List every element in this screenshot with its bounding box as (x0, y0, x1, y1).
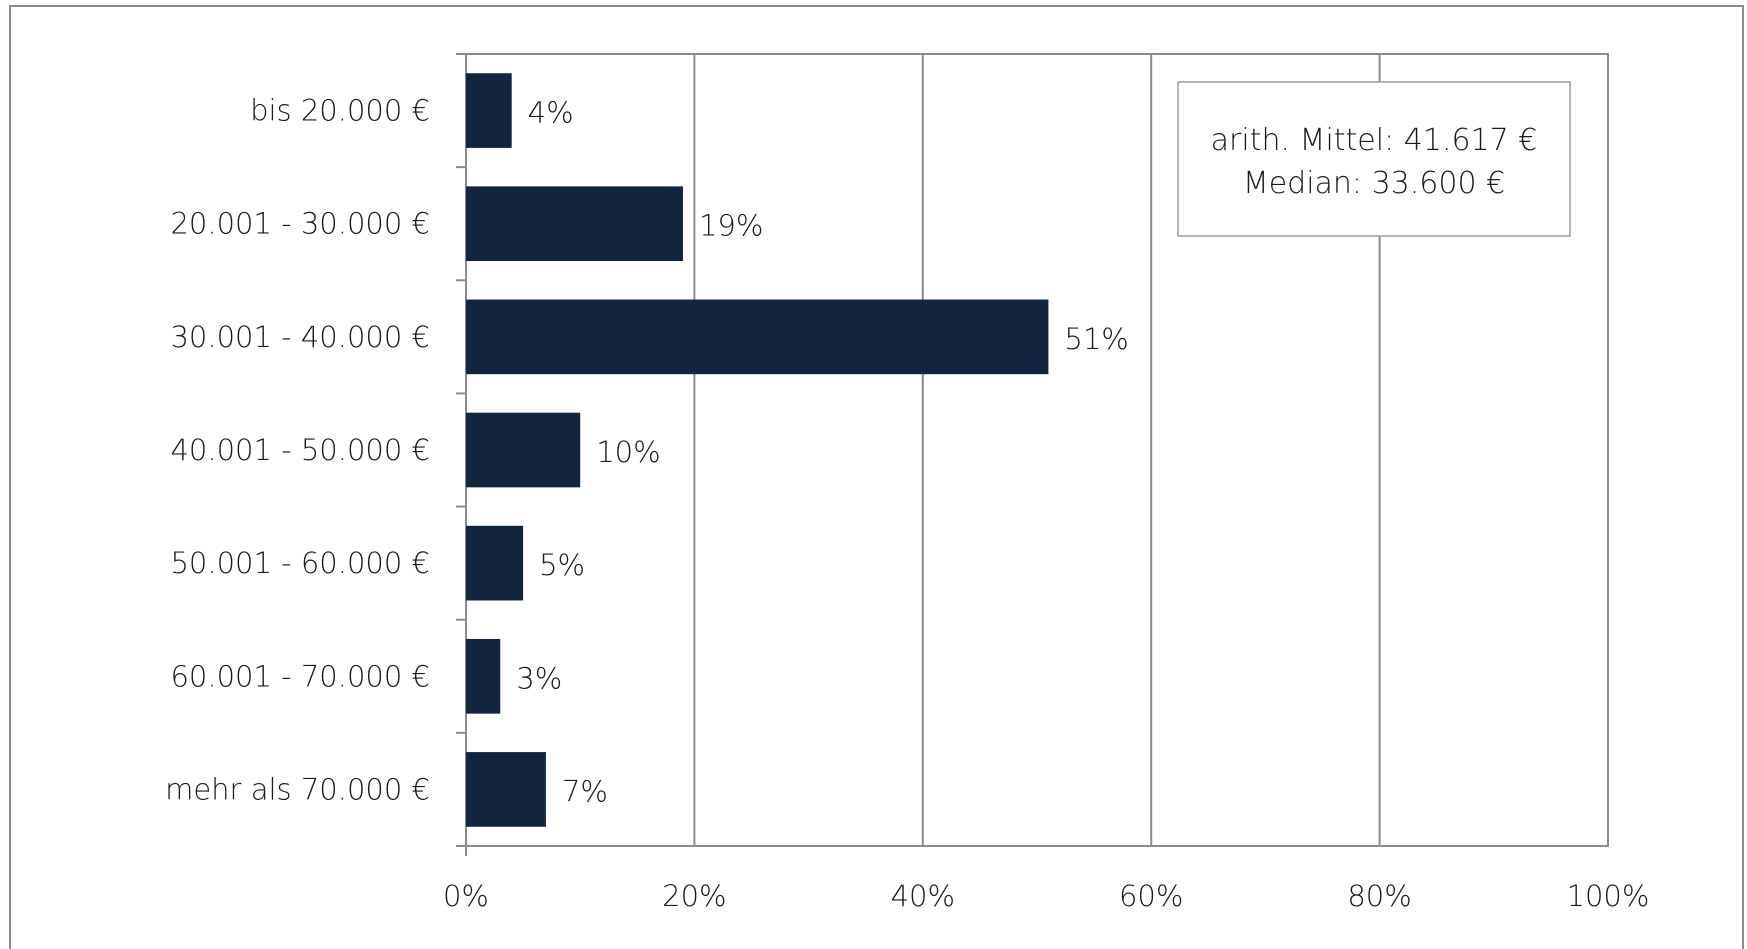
category-label: 60.001 - 70.000 € (170, 659, 430, 693)
category-label: 50.001 - 60.000 € (170, 546, 430, 580)
bar (466, 73, 512, 148)
value-label: 3% (516, 661, 562, 695)
bar (466, 299, 1049, 375)
value-label: 7% (562, 774, 608, 808)
y-axis-ticks (456, 53, 467, 856)
x-tick-label: 100% (1567, 879, 1650, 913)
x-tick-label: 0% (443, 879, 489, 913)
bar (466, 412, 581, 488)
statistics-note-box (1177, 81, 1571, 237)
chart-frame (9, 5, 1744, 949)
bar (466, 525, 524, 601)
x-tick-label: 40% (891, 879, 955, 913)
category-labels: bis 20.000 € 20.001 - 30.000 € 30.001 - 40… (165, 94, 430, 807)
x-tick-label: 20% (662, 879, 726, 913)
category-label: 30.001 - 40.000 € (170, 320, 430, 354)
value-label: 51% (1064, 322, 1128, 356)
x-tick-label: 80% (1347, 879, 1411, 913)
value-label: 5% (539, 548, 585, 582)
value-label: 4% (528, 96, 574, 130)
bar (466, 752, 546, 827)
x-tick-labels: 0% 20% 40% 60% 80% 100% (443, 879, 1649, 913)
value-label: 10% (596, 435, 660, 469)
bar (466, 638, 501, 714)
mean-text: arith. Mittel: 41.617 € (1211, 123, 1538, 158)
median-text: Median: 33.600 € (1243, 166, 1505, 201)
category-label: mehr als 70.000 € (165, 772, 430, 806)
x-tick-label: 60% (1119, 879, 1183, 913)
value-labels: 4% 19% 51% 10% 5% 3% 7% (516, 96, 1129, 809)
bar (466, 186, 683, 262)
category-label: 20.001 - 30.000 € (170, 207, 430, 241)
bars (466, 73, 1049, 827)
category-label: bis 20.000 € (250, 94, 430, 128)
statistics-note: arith. Mittel: 41.617 € Median: 33.600 € (1177, 81, 1571, 237)
category-label: 40.001 - 50.000 € (170, 433, 430, 467)
value-label: 19% (699, 209, 763, 243)
